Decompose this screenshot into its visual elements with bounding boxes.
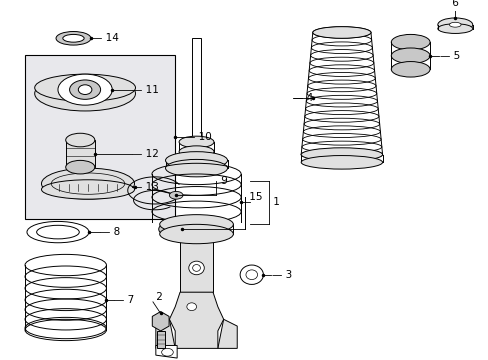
Ellipse shape (164, 226, 176, 233)
Ellipse shape (301, 156, 382, 169)
Ellipse shape (56, 32, 91, 45)
Ellipse shape (78, 85, 92, 94)
Ellipse shape (41, 180, 134, 199)
Ellipse shape (390, 35, 429, 50)
Ellipse shape (179, 136, 214, 148)
Text: — 12: — 12 (131, 149, 158, 159)
Bar (191, 38, 201, 142)
Ellipse shape (188, 261, 204, 275)
Ellipse shape (160, 224, 233, 244)
Ellipse shape (179, 146, 214, 157)
Ellipse shape (165, 159, 227, 177)
Polygon shape (218, 319, 237, 348)
Ellipse shape (41, 168, 134, 199)
Ellipse shape (390, 48, 429, 63)
Ellipse shape (35, 76, 135, 111)
FancyBboxPatch shape (25, 55, 175, 220)
Ellipse shape (69, 80, 101, 99)
Ellipse shape (186, 303, 196, 311)
Text: — 13: — 13 (131, 181, 158, 192)
Ellipse shape (165, 152, 227, 169)
Ellipse shape (240, 265, 263, 284)
Text: — 14: — 14 (92, 33, 119, 43)
Text: — 11: — 11 (131, 85, 158, 95)
Text: — 10: — 10 (184, 132, 211, 142)
Ellipse shape (301, 148, 382, 161)
Ellipse shape (390, 62, 429, 77)
Ellipse shape (437, 24, 472, 33)
Bar (65, 140, 95, 167)
Text: 9: 9 (218, 176, 227, 186)
Ellipse shape (448, 22, 460, 27)
Ellipse shape (160, 215, 233, 234)
Text: 6: 6 (448, 0, 458, 8)
Text: — 4: — 4 (293, 93, 313, 103)
Polygon shape (156, 346, 177, 358)
Ellipse shape (65, 161, 95, 174)
Ellipse shape (35, 74, 135, 101)
Polygon shape (169, 292, 223, 348)
Text: — 3: — 3 (271, 270, 292, 280)
Text: 1: 1 (270, 197, 280, 207)
Bar (180, 234, 213, 292)
Ellipse shape (58, 74, 112, 105)
Text: 2: 2 (153, 292, 163, 302)
Text: — 8: — 8 (100, 227, 120, 237)
Ellipse shape (62, 35, 84, 42)
Text: — 5: — 5 (439, 51, 459, 61)
Ellipse shape (65, 133, 95, 147)
Text: 15: 15 (245, 192, 262, 202)
Ellipse shape (37, 225, 79, 239)
Ellipse shape (169, 192, 183, 199)
Ellipse shape (159, 222, 182, 236)
Polygon shape (152, 311, 169, 331)
Ellipse shape (437, 18, 472, 32)
Ellipse shape (312, 27, 370, 38)
Bar (157, 331, 164, 348)
Text: — 7: — 7 (114, 295, 134, 305)
Polygon shape (156, 319, 175, 348)
